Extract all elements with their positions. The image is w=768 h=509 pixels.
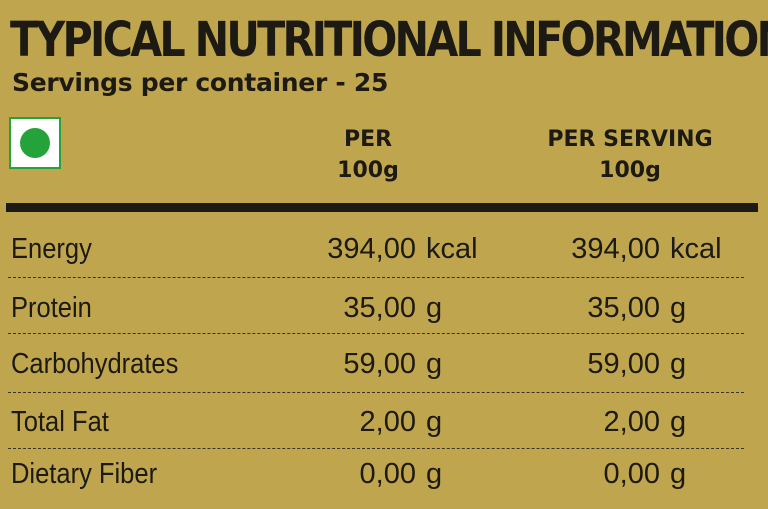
value-per-100g: 2,00 xyxy=(359,406,416,438)
unit-per-serving: g xyxy=(670,458,687,490)
unit-per-serving: g xyxy=(670,292,687,324)
unit-per-100g: g xyxy=(426,406,443,438)
veg-mark-icon xyxy=(9,117,61,169)
nutrient-name: Dietary Fiber xyxy=(11,458,158,490)
nutrient-name: Carbohydrates xyxy=(11,348,179,380)
nutrient-name: Total Fat xyxy=(11,406,109,438)
value-per-serving: 394,00 xyxy=(571,233,660,265)
row-divider xyxy=(8,333,744,334)
value-per-100g: 394,00 xyxy=(327,233,416,265)
unit-per-100g: g xyxy=(426,458,443,490)
value-per-serving: 59,00 xyxy=(587,348,660,380)
column-header-per-serving: PER SERVING 100g xyxy=(530,124,730,186)
label-title: TYPICAL NUTRITIONAL INFORMATION xyxy=(10,12,768,68)
value-per-serving: 35,00 xyxy=(587,292,660,324)
row-divider xyxy=(8,392,744,393)
unit-per-100g: g xyxy=(426,348,443,380)
column-header-line2: 100g xyxy=(599,158,661,183)
unit-per-serving: g xyxy=(670,406,687,438)
value-per-serving: 0,00 xyxy=(603,458,660,490)
table-row-energy: Energy 394,00 kcal 394,00 kcal xyxy=(0,229,768,269)
unit-per-serving: g xyxy=(670,348,687,380)
column-header-per-100g: PER 100g xyxy=(318,124,418,186)
table-row-carbohydrates: Carbohydrates 59,00 g 59,00 g xyxy=(0,344,768,384)
value-per-100g: 0,00 xyxy=(359,458,416,490)
green-dot-icon xyxy=(20,128,50,158)
nutrient-name: Energy xyxy=(11,233,92,265)
servings-per-container: Servings per container - 25 xyxy=(12,68,389,97)
table-row-protein: Protein 35,00 g 35,00 g xyxy=(0,288,768,328)
column-header-line2: 100g xyxy=(337,158,399,183)
value-per-100g: 35,00 xyxy=(343,292,416,324)
unit-per-serving: kcal xyxy=(670,233,722,265)
unit-per-100g: g xyxy=(426,292,443,324)
unit-per-100g: kcal xyxy=(426,233,478,265)
value-per-serving: 2,00 xyxy=(603,406,660,438)
nutrient-name: Protein xyxy=(11,292,92,324)
header-divider xyxy=(6,203,758,212)
table-row-total-fat: Total Fat 2,00 g 2,00 g xyxy=(0,402,768,442)
table-row-dietary-fiber: Dietary Fiber 0,00 g 0,00 g xyxy=(0,454,768,494)
value-per-100g: 59,00 xyxy=(343,348,416,380)
row-divider xyxy=(8,448,744,449)
column-header-line1: PER SERVING xyxy=(547,127,713,152)
column-header-line1: PER xyxy=(343,127,393,152)
row-divider xyxy=(8,277,744,278)
